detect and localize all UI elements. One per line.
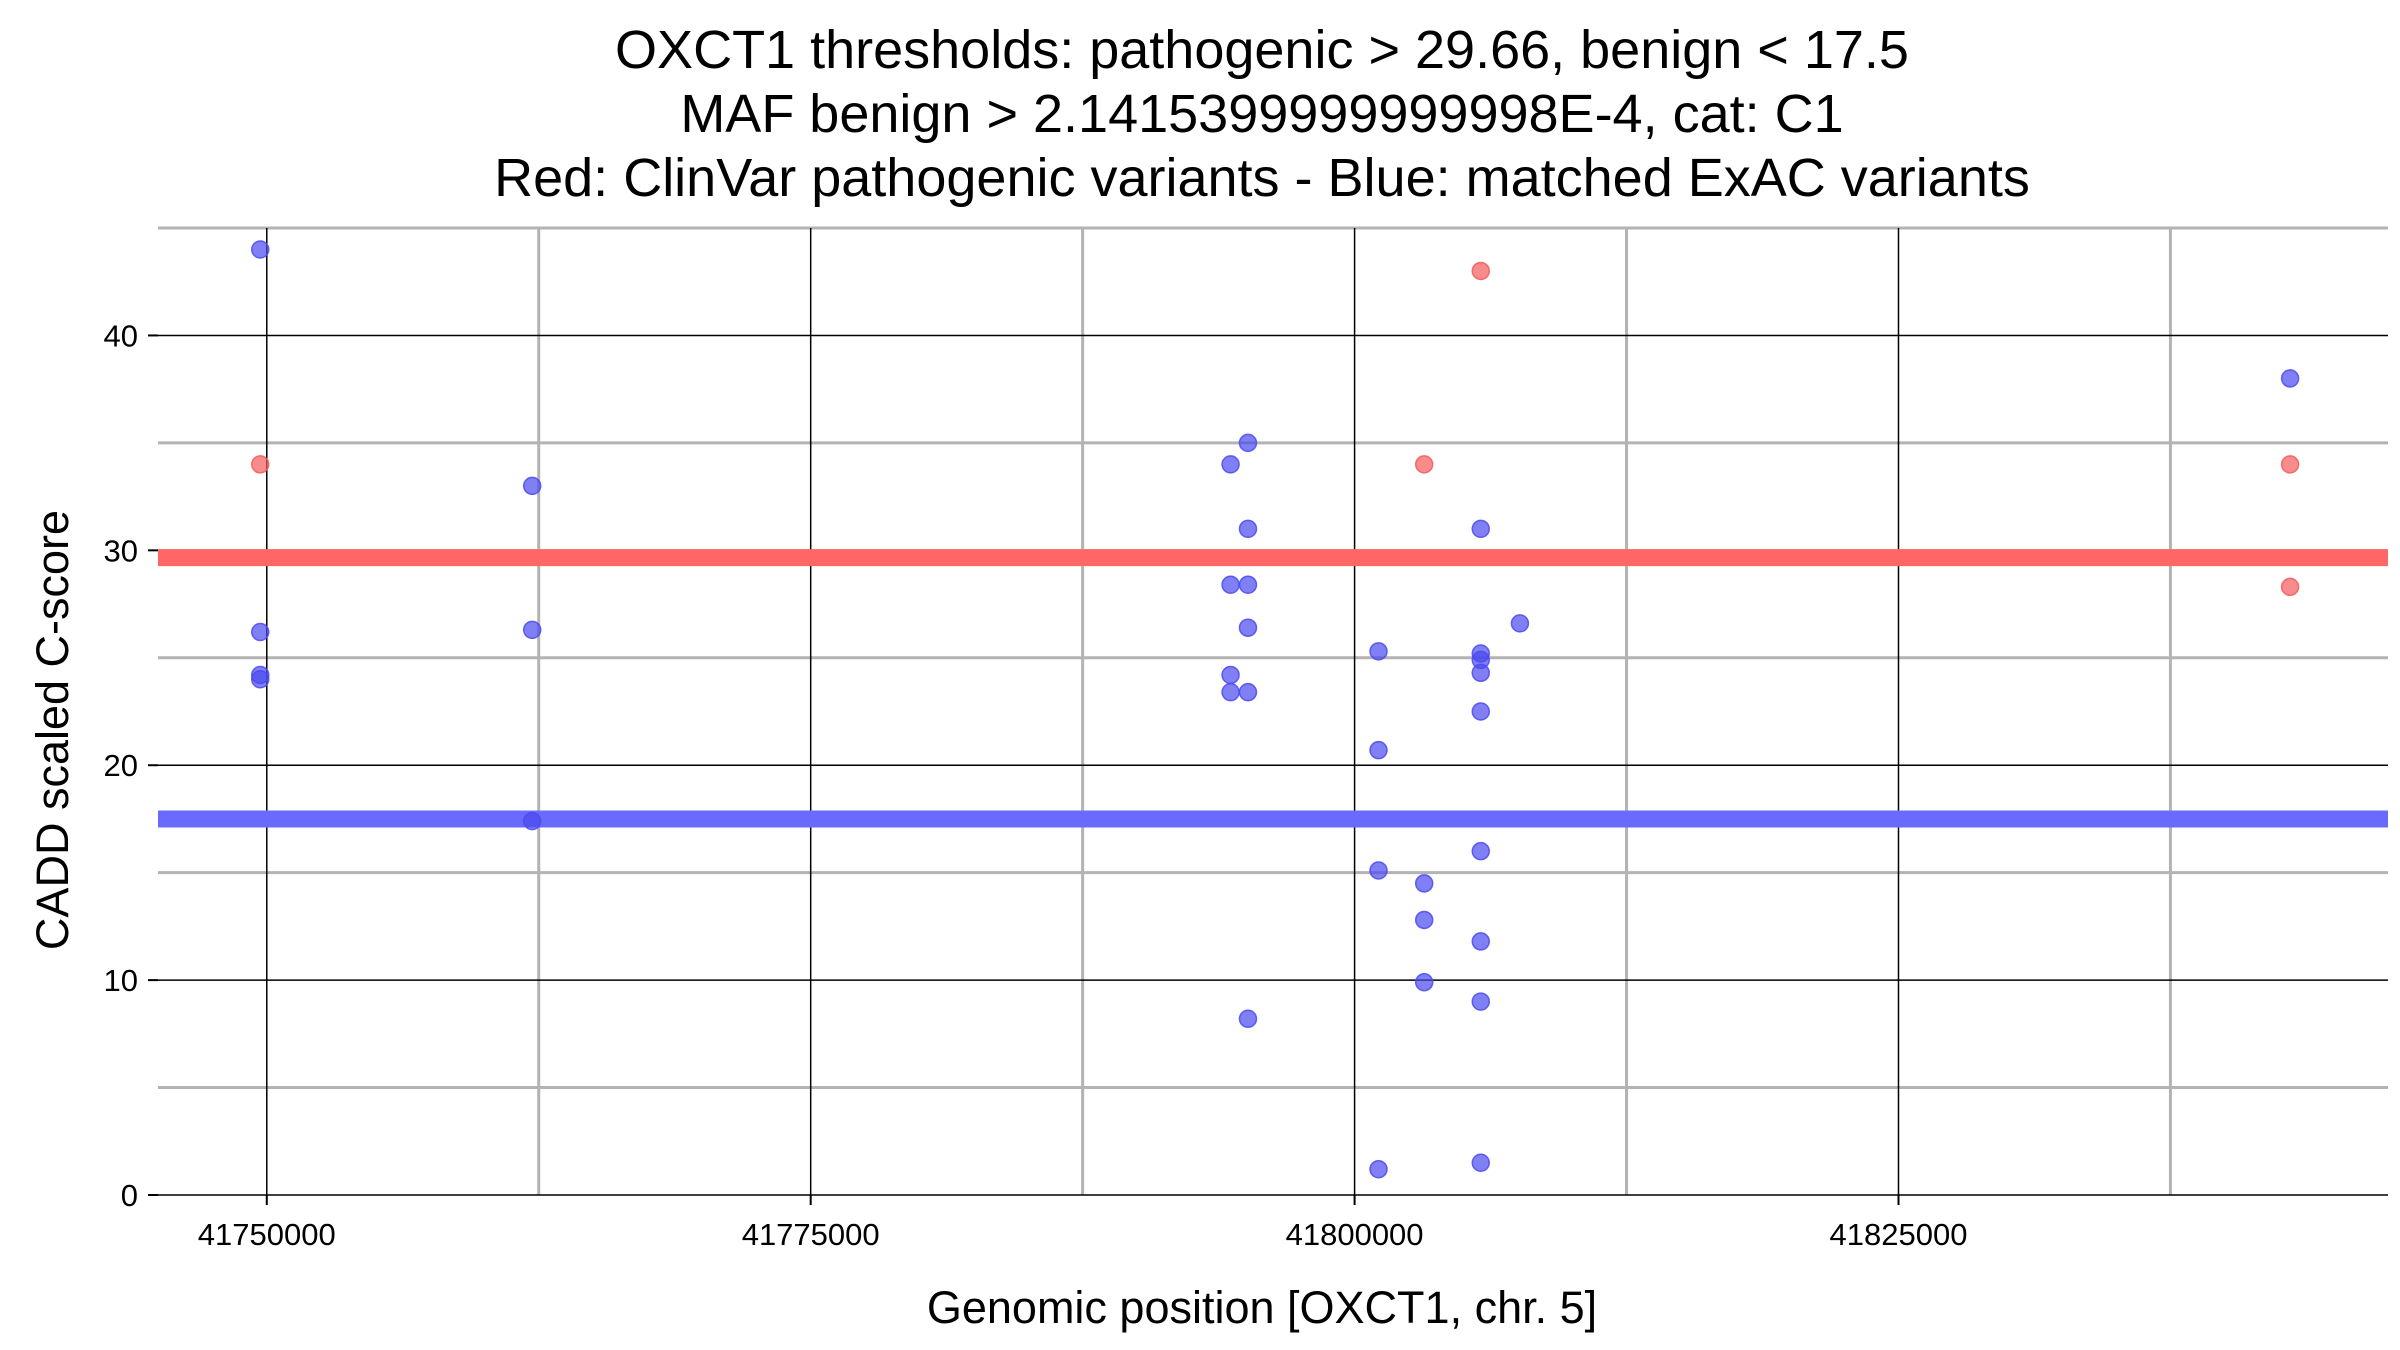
data-point — [1414, 973, 1434, 992]
data-points — [251, 240, 2300, 1179]
grid — [158, 226, 2388, 1196]
x-tick-label: 41825000 — [1830, 1217, 1968, 1252]
data-point — [1221, 575, 1240, 594]
data-point — [1471, 841, 1491, 861]
y-tick-label: 40 — [104, 318, 138, 353]
data-point — [1471, 519, 1491, 539]
data-point — [1369, 861, 1388, 880]
axes: 41750000 41775000 41800000 41825000 0 10 20 30 4… — [104, 318, 1968, 1252]
y-tick-label: 30 — [104, 533, 138, 568]
data-point — [1471, 1153, 1491, 1173]
data-point — [1369, 740, 1388, 760]
data-point — [1369, 1159, 1388, 1179]
data-point — [1471, 992, 1491, 1011]
data-point — [1238, 618, 1258, 637]
data-point — [522, 476, 542, 496]
data-point — [251, 622, 270, 642]
y-tick-label: 0 — [121, 1178, 138, 1213]
data-point — [1471, 932, 1491, 951]
data-point — [1238, 519, 1258, 539]
chart-title-line-2: MAF benign > 2.1415399999999998E-4, cat:… — [680, 84, 1843, 144]
data-point — [1221, 665, 1240, 685]
threshold-lines — [158, 549, 2388, 828]
data-point — [522, 811, 542, 831]
data-point — [2280, 369, 2300, 388]
data-point — [1238, 575, 1258, 594]
data-point — [1414, 910, 1434, 930]
y-axis-title: CADD scaled C-score — [27, 510, 78, 950]
data-point — [1369, 642, 1388, 661]
data-point — [522, 620, 542, 640]
data-point — [1238, 433, 1258, 453]
data-point — [251, 240, 270, 259]
chart-title-line-3: Red: ClinVar pathogenic variants - Blue:… — [494, 148, 2030, 208]
data-point — [251, 455, 270, 474]
data-point — [1221, 682, 1240, 702]
data-point — [1221, 455, 1240, 474]
data-point — [1414, 455, 1434, 474]
data-point — [1510, 614, 1530, 633]
data-point — [1238, 1009, 1258, 1029]
data-point — [251, 670, 270, 689]
y-tick-label: 10 — [104, 963, 138, 998]
x-tick-label: 41775000 — [742, 1217, 880, 1252]
data-point — [2280, 577, 2300, 597]
y-tick-label: 20 — [104, 748, 138, 783]
data-point — [1471, 261, 1491, 281]
x-axis-title: Genomic position [OXCT1, chr. 5] — [927, 1282, 1597, 1333]
x-tick-label: 41800000 — [1286, 1217, 1424, 1252]
data-point — [1238, 682, 1258, 702]
data-point — [1414, 874, 1434, 893]
x-tick-label: 41750000 — [198, 1217, 336, 1252]
chart-title-line-1: OXCT1 thresholds: pathogenic > 29.66, be… — [615, 20, 1909, 80]
chart-title: OXCT1 thresholds: pathogenic > 29.66, be… — [494, 20, 2030, 208]
data-point — [2280, 455, 2300, 474]
data-point — [1471, 702, 1491, 721]
data-point — [1471, 663, 1491, 683]
